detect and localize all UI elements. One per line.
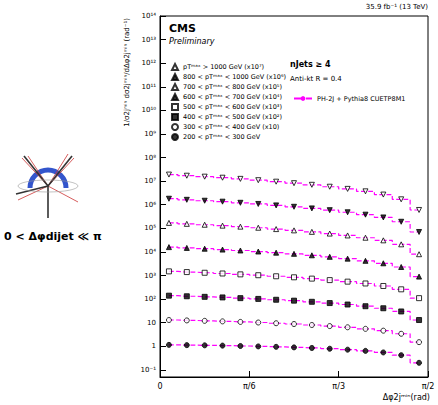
svg-text:300 < pTᵐᵃˣ < 400 GeV (x10): 300 < pTᵐᵃˣ < 400 GeV (x10) (183, 123, 279, 131)
svg-text:700 < pTᵐᵃˣ < 800 GeV (x10⁵): 700 < pTᵐᵃˣ < 800 GeV (x10⁵) (183, 83, 282, 91)
svg-text:10⁷: 10⁷ (144, 177, 156, 185)
svg-text:pTᵐᵃˣ > 1000 GeV (x10⁷): pTᵐᵃˣ > 1000 GeV (x10⁷) (183, 63, 264, 71)
svg-text:10³: 10³ (144, 272, 156, 280)
svg-text:π/6: π/6 (243, 382, 256, 391)
svg-text:CMS: CMS (169, 22, 196, 35)
svg-text:π/3: π/3 (332, 382, 345, 391)
svg-text:10⁶: 10⁶ (144, 201, 156, 209)
svg-text:0: 0 (157, 382, 162, 391)
svg-text:10¹¹: 10¹¹ (141, 83, 156, 91)
svg-text:10⁵: 10⁵ (144, 224, 156, 232)
svg-text:Preliminary: Preliminary (169, 37, 215, 46)
svg-text:10¹⁰: 10¹⁰ (141, 106, 156, 114)
svg-text:10⁹: 10⁹ (144, 130, 156, 138)
svg-text:π/2: π/2 (422, 382, 435, 391)
svg-text:800 < pTᵐᵃˣ < 1000 GeV (x10⁶): 800 < pTᵐᵃˣ < 1000 GeV (x10⁶) (183, 73, 286, 81)
svg-text:10¹³: 10¹³ (141, 36, 156, 44)
svg-text:35.9 fb⁻¹ (13 TeV): 35.9 fb⁻¹ (13 TeV) (366, 3, 428, 11)
svg-text:500 < pTᵐᵃˣ < 600 GeV (x10³): 500 < pTᵐᵃˣ < 600 GeV (x10³) (183, 103, 282, 111)
svg-text:400 < pTᵐᵃˣ < 500 GeV (x10²): 400 < pTᵐᵃˣ < 500 GeV (x10²) (183, 113, 282, 121)
svg-text:200 < pTᵐᵃˣ < 300 GeV: 200 < pTᵐᵃˣ < 300 GeV (183, 133, 261, 141)
svg-text:10¹²: 10¹² (141, 59, 156, 67)
svg-text:nJets ≥ 4: nJets ≥ 4 (290, 60, 331, 69)
svg-text:Anti-kt R = 0.4: Anti-kt R = 0.4 (290, 75, 342, 83)
svg-text:10⁸: 10⁸ (144, 154, 156, 162)
svg-text:10⁴: 10⁴ (144, 248, 156, 256)
svg-text:10¹⁴: 10¹⁴ (141, 12, 156, 20)
svg-text:Δφ2jᵐⁱⁿ(rad): Δφ2jᵐⁱⁿ(rad) (383, 393, 430, 402)
svg-text:1/σ2jᵐⁱⁿ dσ2jᵐⁱⁿ/dΔφ2jᵐⁱⁿ (rad: 1/σ2jᵐⁱⁿ dσ2jᵐⁱⁿ/dΔφ2jᵐⁱⁿ (rad⁻¹) (123, 18, 131, 127)
svg-text:600 < pTᵐᵃˣ < 700 GeV (x10⁴): 600 < pTᵐᵃˣ < 700 GeV (x10⁴) (183, 93, 282, 101)
svg-text:10⁻¹: 10⁻¹ (141, 366, 157, 374)
svg-text:PH-2J + Pythia8 CUETP8M1: PH-2J + Pythia8 CUETP8M1 (317, 95, 405, 103)
html-text:0 < Δφdijet ≪ π: 0 < Δφdijet ≪ π (4, 230, 102, 243)
svg-text:1: 1 (152, 342, 156, 350)
svg-text:10²: 10² (144, 295, 156, 303)
svg-text:10: 10 (147, 319, 156, 327)
